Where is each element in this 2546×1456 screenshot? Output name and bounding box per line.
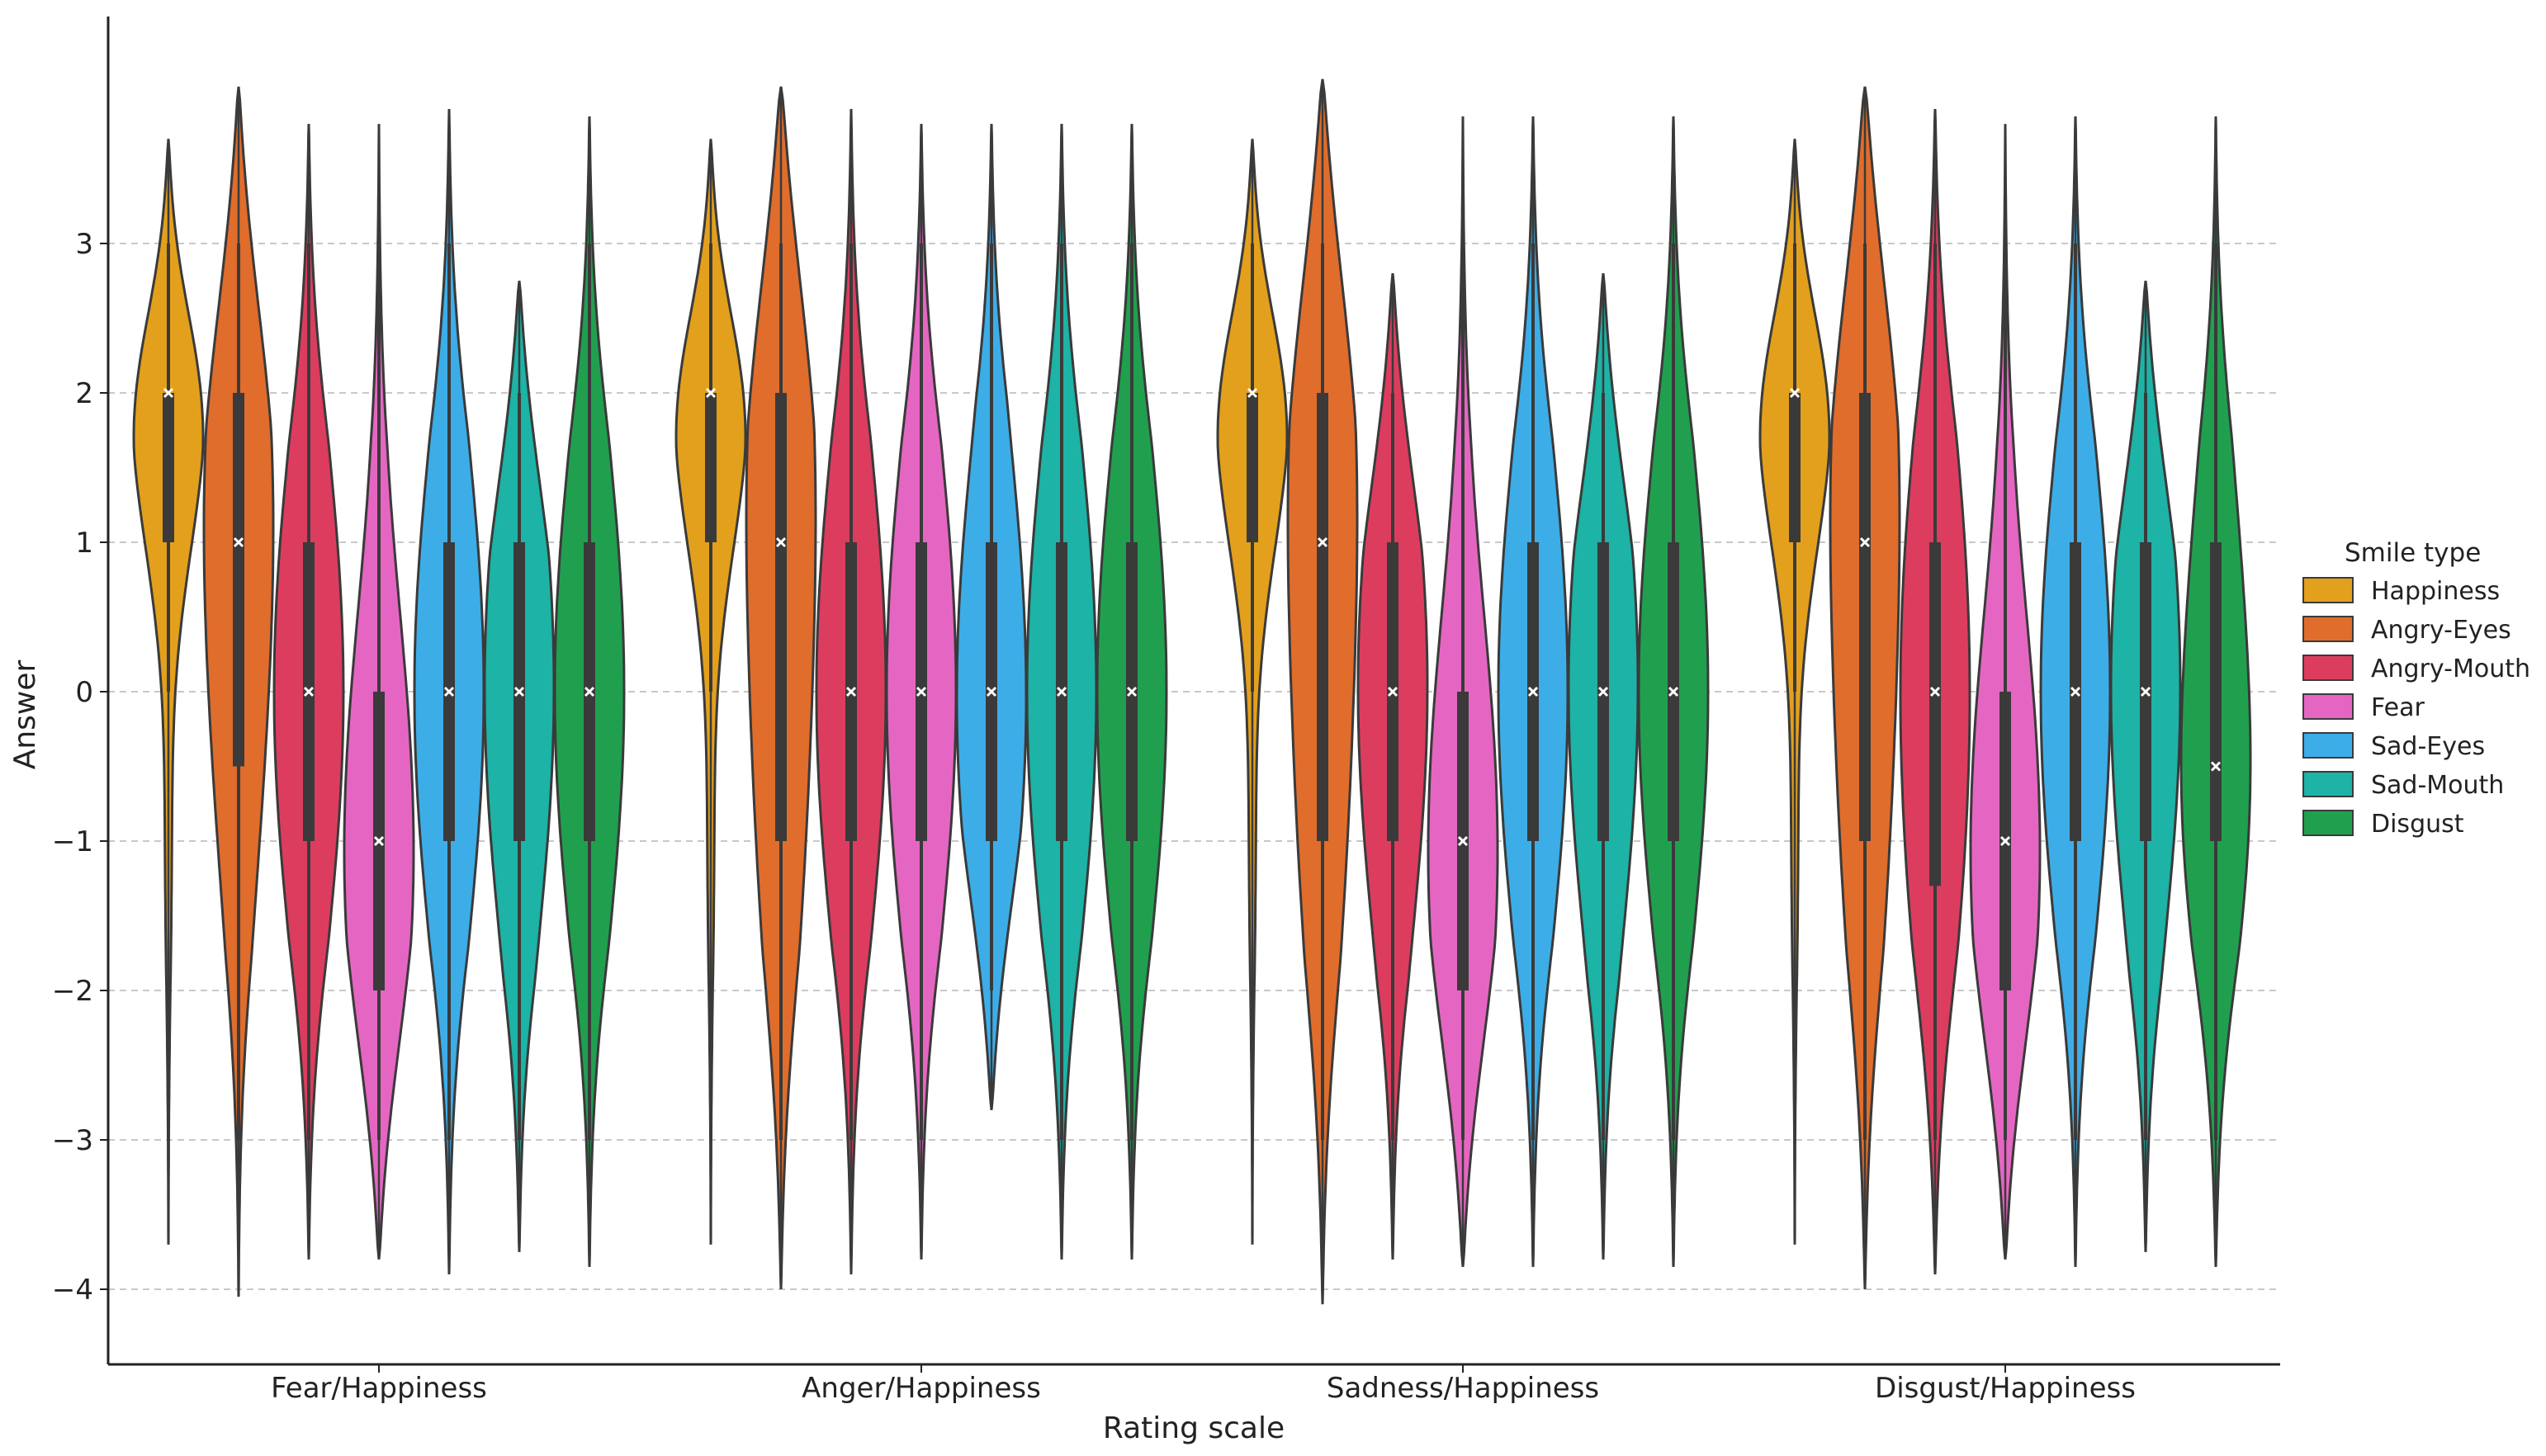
legend-swatch xyxy=(2302,771,2354,797)
legend-swatch xyxy=(2302,693,2354,720)
violin-median xyxy=(705,387,717,399)
legend-label: Fear xyxy=(2371,693,2425,722)
legend-swatch xyxy=(2302,616,2354,642)
violins xyxy=(132,78,2252,1305)
y-tick-label: 2 xyxy=(75,377,93,410)
y-tick-label: −2 xyxy=(52,975,93,1008)
violin-median xyxy=(2210,761,2222,772)
violin-median xyxy=(986,686,997,697)
violin-median xyxy=(845,686,857,697)
violin-median xyxy=(233,537,244,548)
violin-iqr-box xyxy=(705,393,717,542)
legend-label: Angry-Eyes xyxy=(2371,616,2511,645)
violin-median xyxy=(1056,686,1067,697)
violin-iqr-box xyxy=(233,393,244,767)
legend-swatch xyxy=(2302,732,2354,759)
legend-swatch xyxy=(2302,655,2354,681)
x-tick-label: Disgust/Happiness xyxy=(1875,1372,2136,1405)
violin-iqr-box xyxy=(1247,393,1258,542)
legend-label: Sad-Eyes xyxy=(2371,732,2485,761)
violin-median xyxy=(163,387,174,399)
violin-median xyxy=(584,686,595,697)
legend-label: Disgust xyxy=(2371,810,2464,839)
x-tick-label: Fear/Happiness xyxy=(271,1372,487,1405)
y-ticks: 3 2 1 0 −1 −2 −3 −4 xyxy=(52,228,108,1307)
violin-iqr-box xyxy=(1929,542,1941,886)
violin-median xyxy=(443,686,455,697)
violin-iqr-box xyxy=(775,393,787,841)
legend-swatch xyxy=(2302,577,2354,603)
y-tick-label: −1 xyxy=(52,825,93,858)
violin-median xyxy=(1126,686,1138,697)
violin-iqr-box xyxy=(2210,542,2222,841)
legend-label: Happiness xyxy=(2371,577,2500,606)
violin-median xyxy=(1527,686,1539,697)
violin-iqr-box xyxy=(163,393,174,542)
violin-median xyxy=(2070,686,2081,697)
violin-median xyxy=(373,835,385,847)
x-axis-title: Rating scale xyxy=(1103,1411,1285,1445)
y-tick-label: −4 xyxy=(52,1274,93,1307)
y-tick-label: 0 xyxy=(75,676,93,709)
violin-median xyxy=(1789,387,1801,399)
x-ticks: Fear/Happiness Anger/Happiness Sadness/Hap… xyxy=(271,1364,2136,1405)
violin-median xyxy=(1859,537,1871,548)
violin-median xyxy=(513,686,525,697)
violin-median xyxy=(916,686,927,697)
y-axis-title: Answer xyxy=(8,660,42,770)
violin-median xyxy=(303,686,315,697)
legend-label: Sad-Mouth xyxy=(2371,771,2504,800)
legend-label: Angry-Mouth xyxy=(2371,655,2530,683)
y-tick-label: 3 xyxy=(75,228,93,261)
violin-median xyxy=(775,537,787,548)
violin-median xyxy=(2140,686,2151,697)
x-tick-label: Sadness/Happiness xyxy=(1327,1372,1599,1405)
violin-median xyxy=(1929,686,1941,697)
violin-iqr-box xyxy=(1859,393,1871,841)
violin-median xyxy=(1387,686,1398,697)
violin-median xyxy=(1597,686,1609,697)
legend-swatch xyxy=(2302,810,2354,836)
legend: Smile type Happiness Angry-Eyes Angry-Mout… xyxy=(2302,538,2530,839)
violin-iqr-box xyxy=(1317,393,1328,841)
violin-median xyxy=(1999,835,2011,847)
violin-median xyxy=(1457,835,1469,847)
violin-median xyxy=(1317,537,1328,548)
violin-iqr-box xyxy=(1789,393,1801,542)
legend-title: Smile type xyxy=(2345,538,2481,568)
y-tick-label: 1 xyxy=(75,527,93,560)
y-tick-label: −3 xyxy=(52,1124,93,1157)
x-tick-label: Anger/Happiness xyxy=(802,1372,1041,1405)
violin-median xyxy=(1247,387,1258,399)
violin-median xyxy=(1668,686,1679,697)
